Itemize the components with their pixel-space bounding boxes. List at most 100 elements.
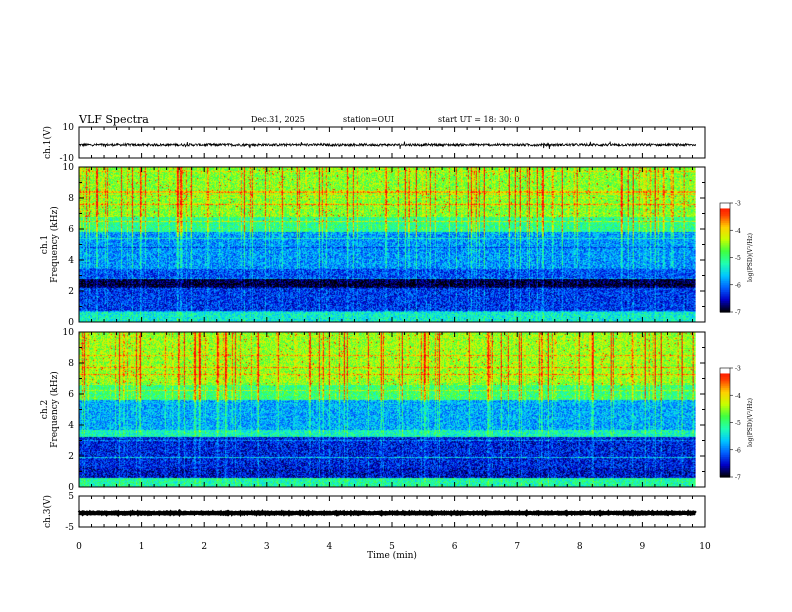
ch2-spectrogram-panel: 0 2 4 6 8 10 ch.2 Frequency (kHz) -3 -4 -5 -6 -7 log(…	[40, 328, 754, 493]
colorbar-cell	[720, 418, 730, 422]
y-tick-label: 10	[63, 163, 75, 173]
y-tick-label: 0	[68, 318, 74, 328]
colorbar-cell	[720, 246, 730, 250]
colorbar-cell	[720, 213, 730, 217]
y-tick-label: 10	[63, 328, 75, 338]
colorbar-cell	[720, 447, 730, 451]
ch1-waveform-panel: 10 -10 ch.1(V)	[42, 123, 706, 164]
colorbar-cell	[720, 387, 730, 391]
colorbar-cell	[720, 453, 730, 456]
colorbar-cell	[720, 368, 730, 371]
ch3-waveform-panel: 5 -5 ch.3(V)	[42, 492, 706, 533]
colorbar-cell	[720, 406, 730, 409]
colorbar-cell	[720, 290, 730, 293]
colorbar-cell	[720, 442, 730, 445]
colorbar-tick-label: -4	[735, 228, 741, 235]
colorbar-cell	[720, 281, 730, 284]
colorbar-cell	[720, 255, 730, 259]
ch3-waveform-panel-trace	[77, 508, 697, 518]
x-tick-label: 7	[514, 542, 520, 552]
colorbar-cell	[720, 241, 730, 244]
y-tick-label: -5	[65, 523, 74, 533]
x-tick-label: 9	[640, 542, 646, 552]
colorbar-cell	[720, 253, 730, 257]
colorbar-cell	[720, 458, 730, 462]
colorbar-cell	[720, 206, 730, 210]
colorbar-cell	[720, 230, 730, 233]
colorbar-cell	[720, 460, 730, 464]
y-axis-label: ch.1	[40, 235, 50, 254]
colorbar-cell	[720, 369, 730, 373]
colorbar-cell	[720, 391, 730, 395]
ch1-waveform-panel-frame	[78, 126, 706, 159]
colorbar-cell	[720, 301, 730, 304]
colorbar-cell	[720, 429, 730, 433]
colorbar-tick-label: -7	[735, 310, 741, 317]
colorbar-tick-label: -7	[735, 475, 741, 482]
y-tick-label: 5	[68, 492, 74, 502]
y-tick-label: 0	[68, 483, 74, 493]
ch1-spectrogram-panel-image	[79, 167, 696, 322]
colorbar-cell	[720, 235, 730, 239]
colorbar-cell	[720, 299, 730, 302]
colorbar-cell	[720, 248, 730, 251]
x-tick-label: 0	[76, 542, 82, 552]
x-tick-label: 2	[201, 542, 207, 552]
colorbar-cell	[720, 297, 730, 300]
colorbar-cell	[720, 433, 730, 436]
colorbar-cell	[720, 219, 730, 222]
colorbar-cell	[720, 282, 730, 286]
colorbar-cell	[720, 210, 730, 213]
colorbar-cell	[720, 389, 730, 393]
colorbar-cell	[720, 393, 730, 396]
y-tick-label: 4	[68, 256, 74, 266]
date-label: Dec.31, 2025	[251, 115, 305, 124]
y-tick-label: 6	[68, 225, 74, 235]
colorbar-cell	[720, 422, 730, 425]
colorbar-cell	[720, 208, 730, 211]
colorbar-cell	[720, 266, 730, 269]
colorbar-cell	[720, 233, 730, 237]
colorbar-cell	[720, 262, 730, 266]
colorbar-cell	[720, 272, 730, 275]
ch1-spectrogram-panel: 0 2 4 6 8 10 ch.1 Frequency (kHz) -3 -4 -5 -6 -7 log(…	[40, 163, 754, 328]
y-tick-label: -10	[60, 154, 75, 164]
colorbar-cell	[720, 215, 730, 219]
colorbar-cell	[720, 411, 730, 415]
colorbar-cell	[720, 400, 730, 404]
colorbar-cell	[720, 402, 730, 405]
colorbar-label: log(PSD)(V²/Hz)	[747, 398, 754, 447]
colorbar-cell	[720, 373, 730, 376]
colorbar-tick-label: -3	[735, 366, 741, 373]
colorbar-cell	[720, 424, 730, 427]
colorbar-tick-label: -6	[735, 282, 741, 289]
ch2-spectrogram-panel-image	[79, 332, 696, 487]
colorbar-cell	[720, 371, 730, 375]
colorbar-cell	[720, 462, 730, 465]
y-axis-label: ch.1(V)	[42, 126, 53, 159]
colorbar-cell	[720, 464, 730, 467]
colorbar-cell	[720, 217, 730, 220]
colorbar-cell	[720, 473, 730, 476]
colorbar-cell	[720, 444, 730, 447]
colorbar-cell	[720, 284, 730, 288]
colorbar-cell	[720, 466, 730, 469]
colorbar-cell	[720, 261, 730, 264]
start-ut-label: start UT = 18: 30: 0	[438, 115, 520, 124]
colorbar-cell	[720, 270, 730, 273]
colorbar-tick-label: -5	[735, 420, 741, 427]
colorbar-cell	[720, 427, 730, 431]
colorbar-cell	[720, 378, 730, 382]
x-tick-label: 10	[699, 542, 711, 552]
x-tick-label: 5	[389, 542, 395, 552]
colorbar-cell	[720, 275, 730, 279]
colorbar-cell	[720, 397, 730, 400]
colorbar-cell	[720, 469, 730, 473]
colorbar-cell	[720, 395, 730, 398]
colorbar-cell	[720, 446, 730, 449]
colorbar-cell	[720, 264, 730, 268]
colorbar-cell	[720, 431, 730, 434]
colorbar-cell	[720, 437, 730, 440]
ch1-waveform-panel-trace	[78, 141, 696, 150]
